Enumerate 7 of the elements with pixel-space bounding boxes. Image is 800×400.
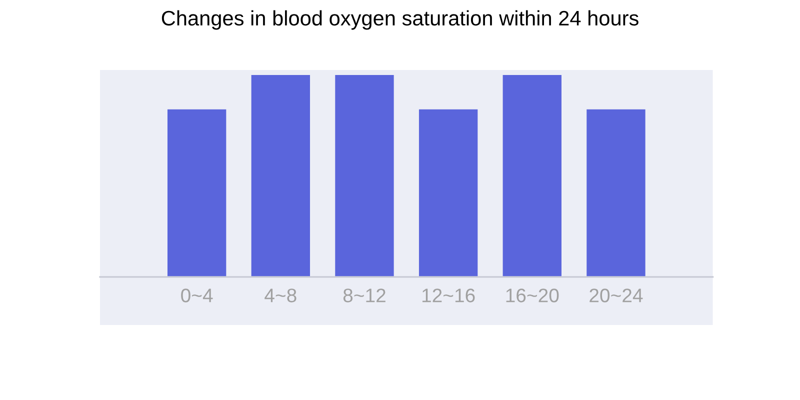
x-tick-label: 4~8	[264, 288, 296, 302]
x-tick-label: 12~16	[422, 288, 475, 302]
x-tick-label: 8~12	[343, 288, 386, 302]
x-tick-label: 0~4	[181, 288, 213, 302]
x-tick-label: 16~20	[506, 288, 559, 302]
chart-title: Changes in blood oxygen saturation within 24 hours	[162, 10, 638, 30]
x-tick-label: 20~24	[590, 288, 643, 302]
